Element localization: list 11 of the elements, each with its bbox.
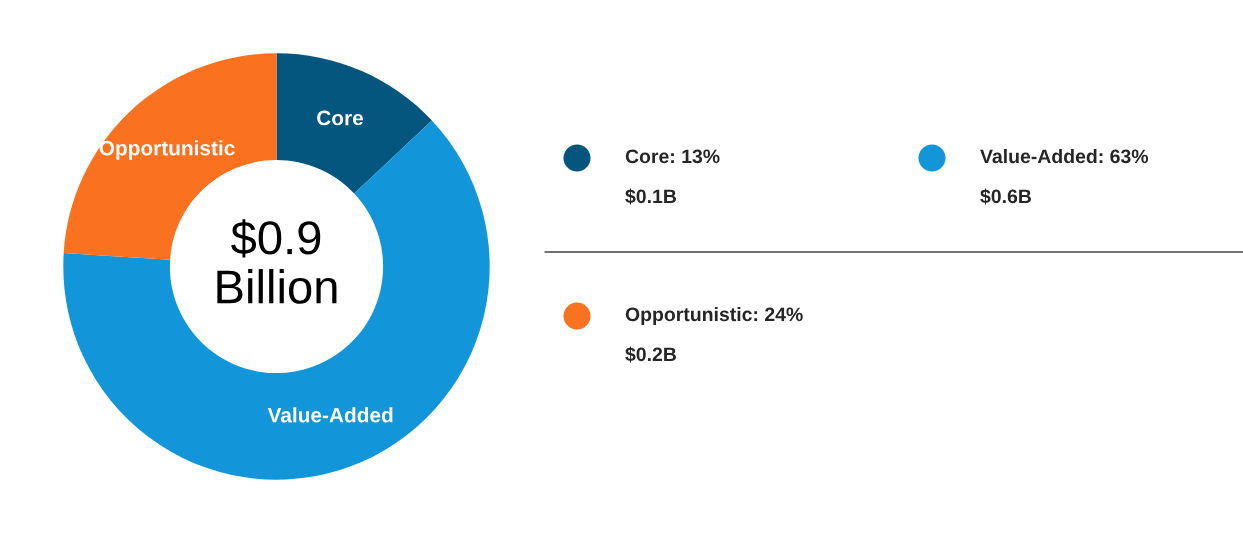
text: $0.9 Billion	[217, 219, 337, 304]
text: Opportunistic: 24%	[625, 306, 803, 326]
text: Core: 13%	[625, 149, 720, 164]
slice-label: Value-Added	[267, 407, 393, 423]
text: $0.1B	[625, 188, 676, 205]
slice-label: Core	[317, 110, 364, 126]
text: $0.6B	[980, 188, 1031, 205]
slice-label: Opportunistic	[99, 140, 235, 160]
text: Value-Added: 63%	[980, 148, 1149, 164]
text: $0.2B	[625, 346, 676, 363]
donut-slice	[276, 53, 432, 194]
